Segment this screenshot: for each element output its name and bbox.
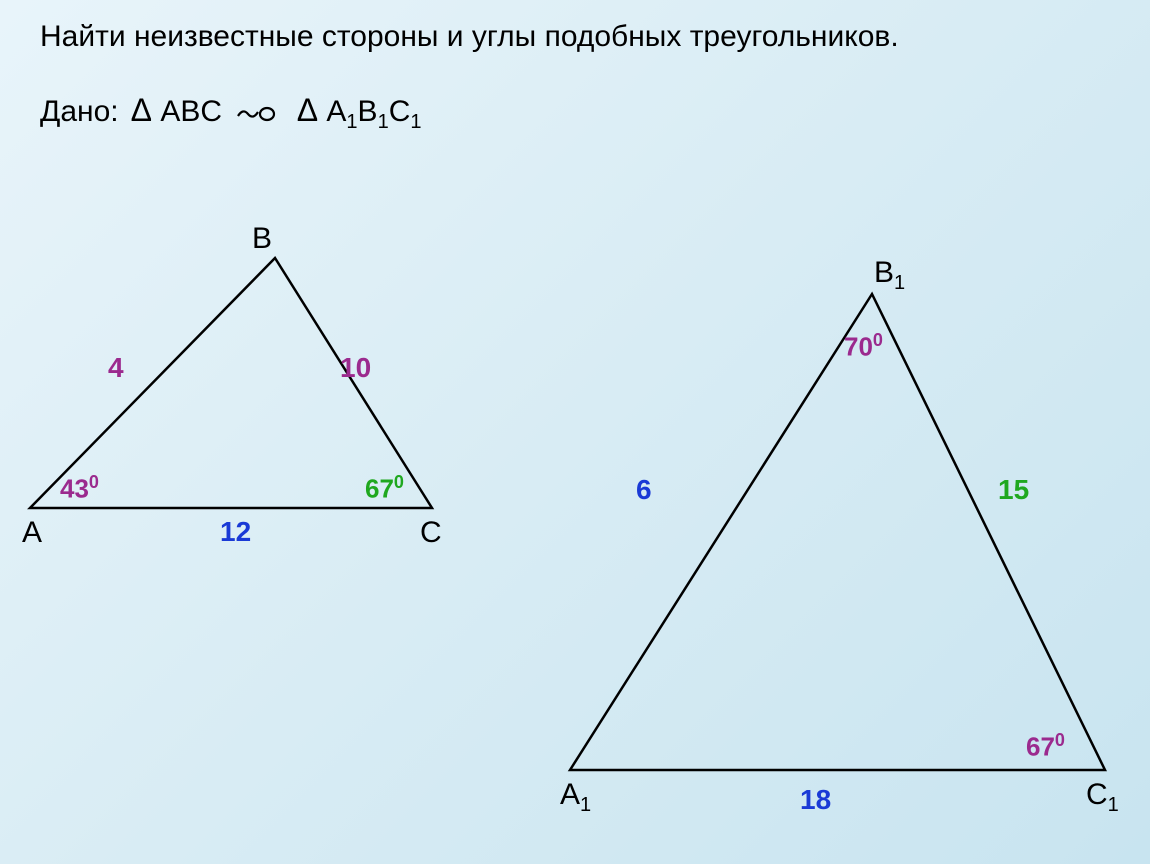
triangles-diagram [0,0,1150,864]
vertex-c1: C1 [1086,778,1119,817]
triangle-abc [30,258,432,508]
angle-b1-label: 700 [844,330,883,363]
vertex-b1: B1 [874,256,905,295]
side-a1c1-label: 18 [800,784,831,816]
triangle-a1b1c1 [570,294,1105,770]
vertex-a: A [22,516,42,550]
vertex-c: C [420,516,442,550]
side-ab-label: 4 [108,352,124,384]
angle-c-label: 670 [365,472,404,505]
vertex-b: B [252,222,272,256]
side-b1c1-label: 15 [998,474,1029,506]
vertex-a1: A1 [560,778,591,817]
angle-a-label: 430 [60,472,99,505]
side-bc-label: 10 [340,352,371,384]
angle-c1-label: 670 [1026,730,1065,763]
side-a1b1-label: 6 [636,474,652,506]
side-ac-label: 12 [220,516,251,548]
